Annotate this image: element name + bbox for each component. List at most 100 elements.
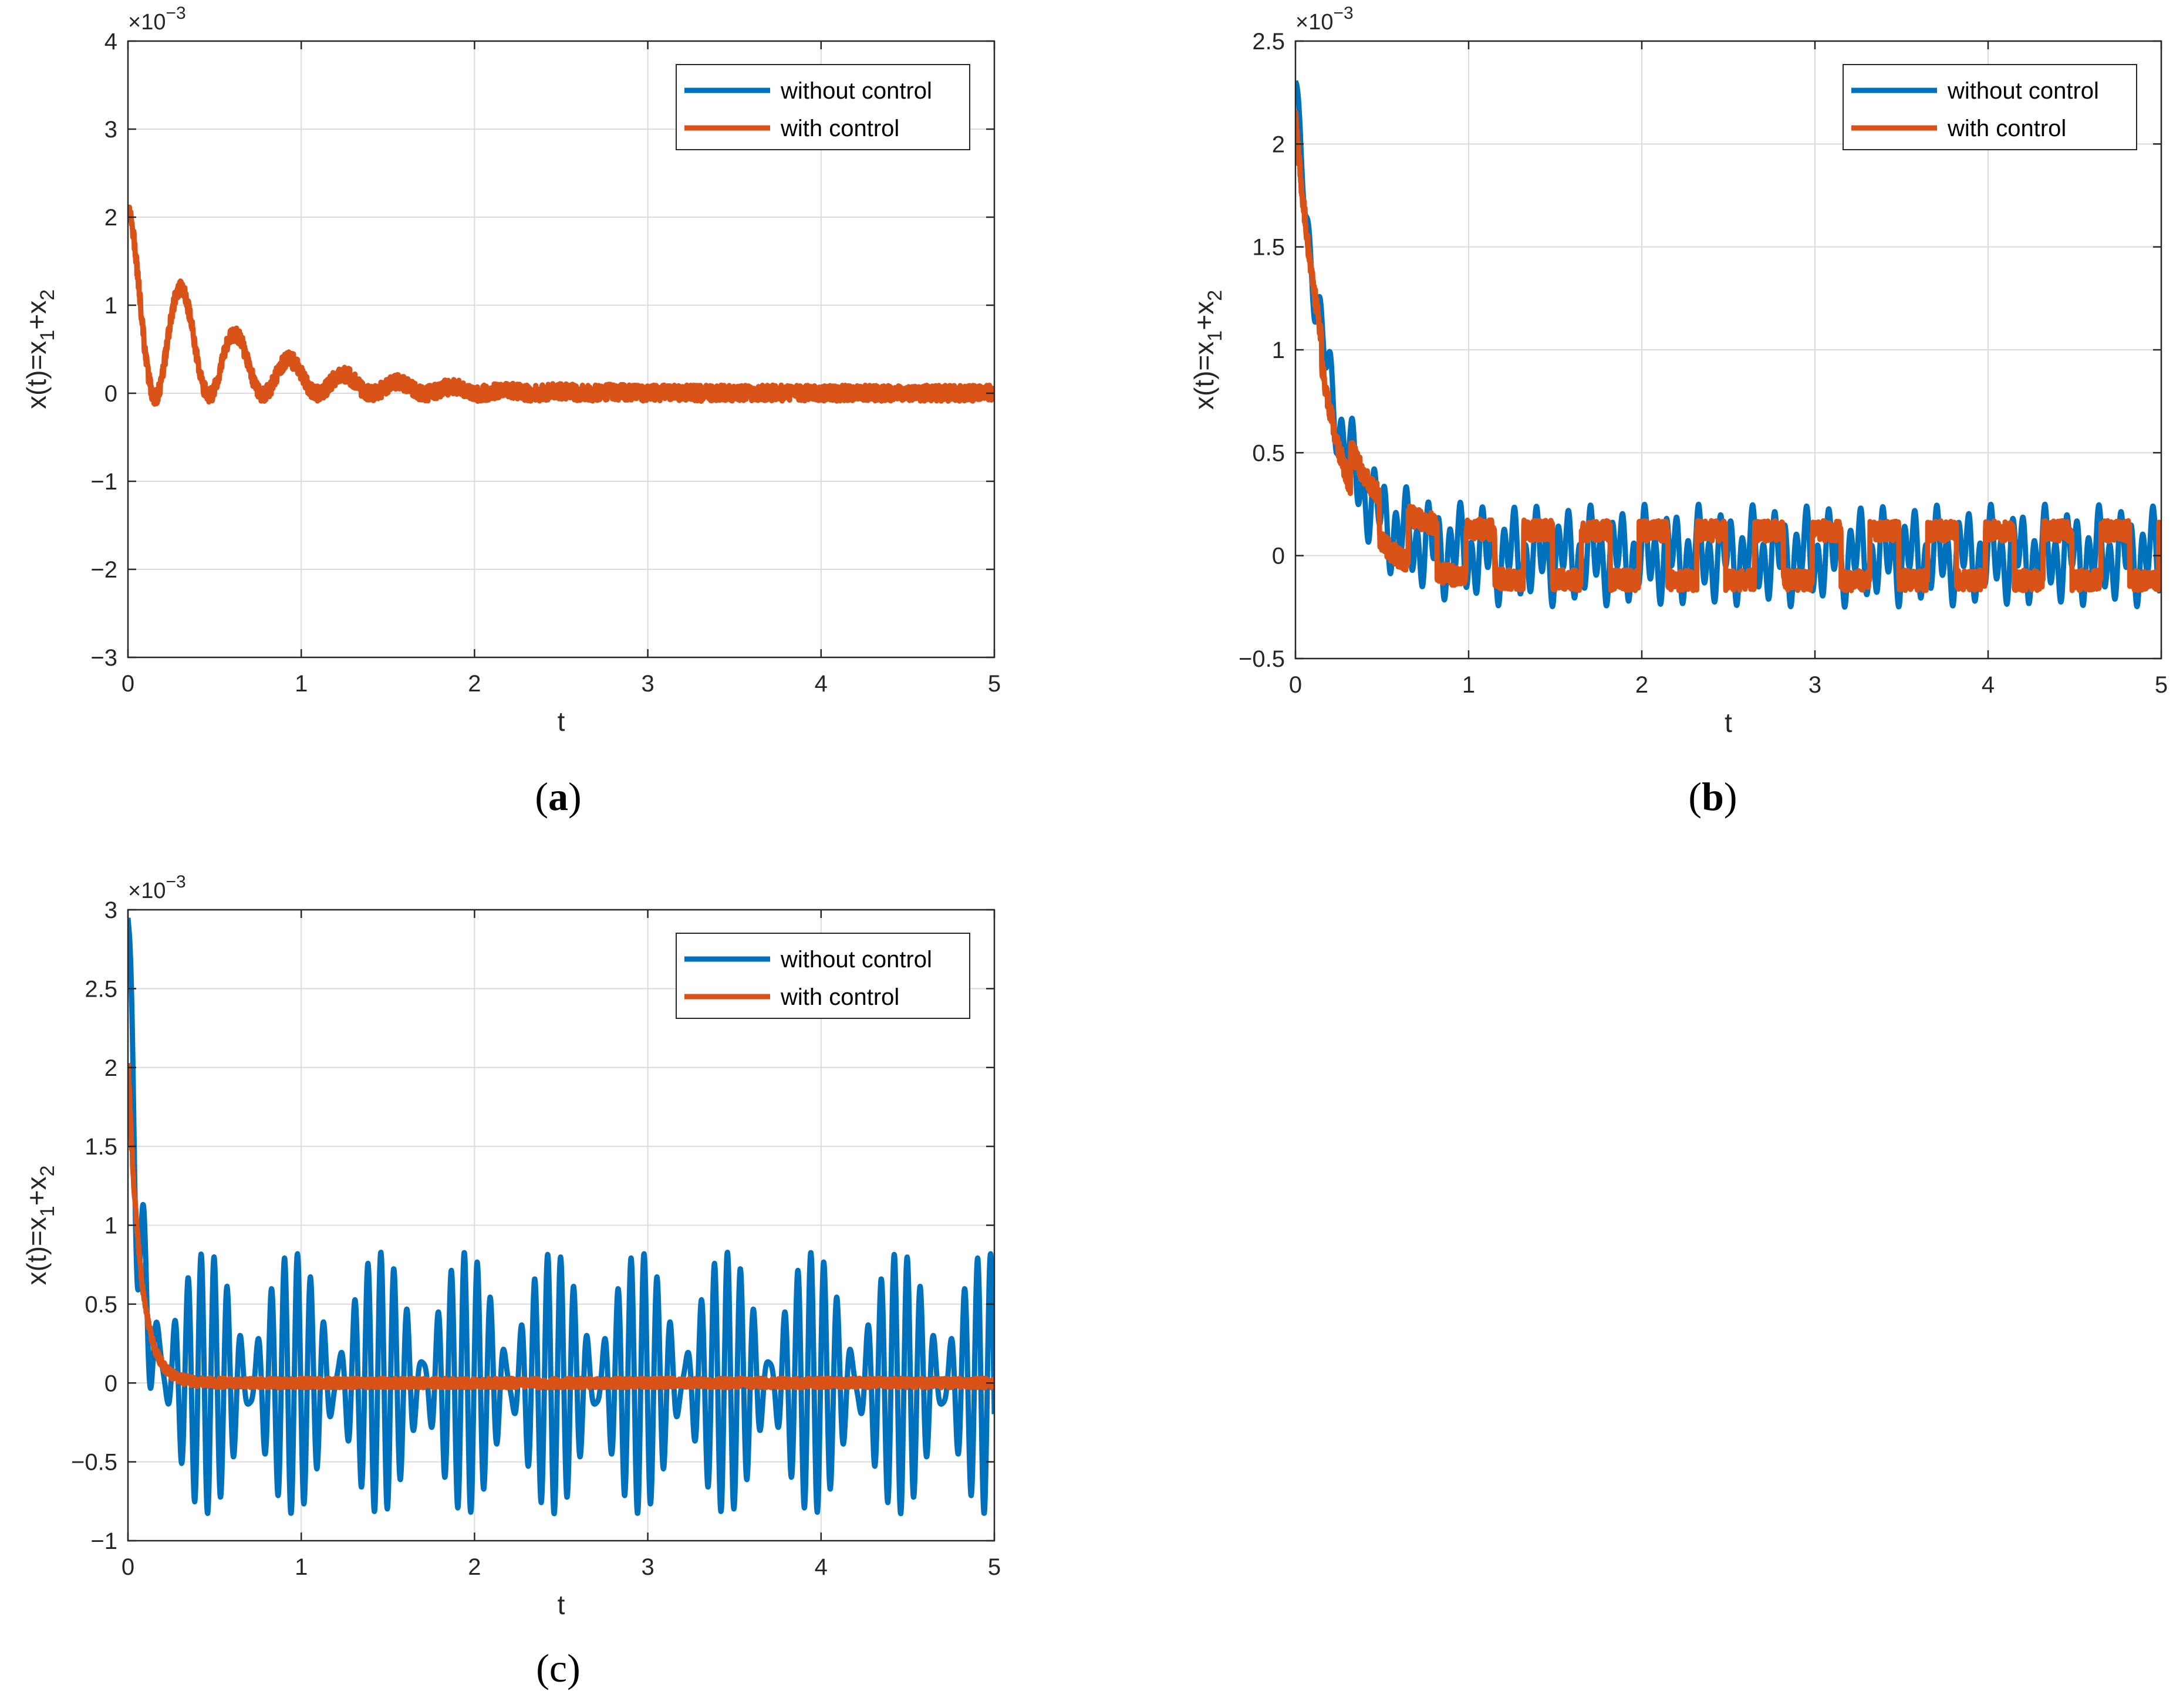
x-tick-label: 1	[1462, 672, 1475, 698]
caption-label: c	[549, 1646, 567, 1690]
x-axis-label: t	[558, 706, 565, 737]
x-tick-label: 2	[468, 1554, 481, 1580]
legend-label: without control	[780, 947, 932, 973]
y-tick-label: −1	[90, 1528, 117, 1554]
y-tick-label: −0.5	[71, 1450, 117, 1476]
x-tick-label: 2	[468, 671, 481, 697]
x-tick-label: 0	[1289, 672, 1302, 698]
caption-paren-close: )	[567, 1646, 581, 1690]
x-tick-label: 1	[295, 671, 308, 697]
legend: without control with control	[676, 64, 970, 150]
caption-paren-close: )	[568, 774, 582, 819]
legend: without control with control	[676, 933, 970, 1019]
x-tick-label: 5	[988, 671, 1001, 697]
y-tick-label: 2.5	[1252, 29, 1285, 55]
y-axis-label-part: +x	[21, 1176, 52, 1206]
caption-paren-open: (	[536, 1646, 549, 1690]
y-tick-label: 0.5	[1252, 440, 1285, 466]
y-tick-label: 1	[1272, 337, 1285, 363]
legend-box	[1843, 64, 2137, 150]
y-axis-label-part: 1	[36, 1206, 59, 1217]
series-with-control-line	[1295, 110, 2161, 593]
y-tick-label: 4	[104, 29, 117, 55]
exponent-label: ×10−3	[128, 4, 186, 35]
x-tick-label: 3	[641, 671, 654, 697]
y-axis-label-part: 2	[36, 1166, 59, 1177]
legend-label: with control	[780, 984, 899, 1010]
y-axis-label-part: 1	[36, 330, 59, 341]
x-tick-label: 4	[815, 671, 828, 697]
y-tick-label: 1	[104, 293, 117, 319]
y-axis-label-part: x(t)=x	[1189, 342, 1219, 410]
x-tick-label: 2	[1635, 672, 1648, 698]
exponent-label: ×10−3	[1295, 4, 1354, 35]
legend-box	[676, 64, 970, 150]
x-tick-label: 3	[641, 1554, 654, 1580]
chart-c: 0 1 2 3 4 5−1−0.500.511.522.53×10−3tx(t)=x1+x…	[21, 872, 1001, 1690]
y-tick-label: 0	[104, 1371, 117, 1396]
exponent-base: ×10	[128, 10, 166, 35]
exponent-power: −3	[1333, 4, 1353, 23]
y-axis-label-part: 2	[36, 289, 59, 301]
x-tick-label: 4	[1982, 672, 1995, 698]
y-tick-label: 1.5	[1252, 235, 1285, 261]
series-without-control-line	[1295, 79, 2161, 610]
y-axis-label-part: +x	[21, 301, 52, 330]
exponent-power: −3	[166, 4, 185, 23]
series-with-control-line	[128, 204, 994, 407]
y-tick-label: 1	[104, 1213, 117, 1239]
y-tick-label: 0	[1272, 544, 1285, 569]
series-with-control-line	[128, 1062, 994, 1390]
series-without-control-line	[128, 917, 994, 1517]
legend-label: with control	[780, 116, 899, 141]
caption-label: a	[548, 774, 568, 819]
legend-label: without control	[1947, 78, 2099, 104]
chart-b: 0 1 2 3 4 5−0.500.511.522.5×10−3tx(t)=x1+x2wi…	[1189, 4, 2168, 819]
exponent-label: ×10−3	[128, 872, 186, 903]
x-tick-label: 0	[122, 1554, 134, 1580]
y-axis-label: x(t)=x1+x2	[21, 289, 59, 409]
x-tick-label: 5	[2155, 672, 2168, 698]
y-axis-label-part: x(t)=x	[21, 341, 52, 409]
y-tick-label: 3	[104, 897, 117, 923]
caption-label: b	[1702, 774, 1724, 819]
chart-a: 0 1 2 3 4 5−3−2−101234×10−3tx(t)=x1+x2without…	[21, 4, 1001, 819]
caption-paren-open: (	[535, 774, 548, 819]
y-axis-label-part: x(t)=x	[21, 1217, 52, 1285]
y-tick-label: −1	[90, 469, 117, 495]
y-tick-label: −0.5	[1239, 646, 1285, 672]
y-axis-label: x(t)=x1+x2	[1189, 290, 1226, 410]
x-axis-label: t	[1725, 707, 1732, 738]
x-tick-label: 5	[988, 1554, 1001, 1580]
legend-label: without control	[780, 78, 932, 104]
legend-label: with control	[1947, 116, 2066, 141]
exponent-base: ×10	[1295, 10, 1333, 35]
caption: (b)	[1688, 774, 1737, 819]
y-tick-label: 3	[104, 117, 117, 143]
legend: without control with control	[1843, 64, 2137, 150]
y-tick-label: 0	[104, 381, 117, 407]
x-tick-label: 4	[815, 1554, 828, 1580]
legend-box	[676, 933, 970, 1019]
y-tick-label: 1.5	[85, 1134, 117, 1160]
caption: (a)	[535, 774, 581, 819]
y-tick-label: 2	[1272, 131, 1285, 157]
caption-paren-close: )	[1724, 774, 1737, 819]
x-tick-label: 1	[295, 1554, 308, 1580]
y-tick-label: −2	[90, 557, 117, 583]
y-axis-label-part: +x	[1189, 301, 1219, 330]
caption: (c)	[536, 1646, 581, 1690]
y-tick-label: 0.5	[85, 1292, 117, 1318]
y-axis-label-part: 1	[1204, 330, 1226, 342]
x-axis-label: t	[558, 1589, 565, 1620]
x-tick-label: 0	[122, 671, 134, 697]
exponent-power: −3	[166, 872, 185, 892]
y-axis-label: x(t)=x1+x2	[21, 1166, 59, 1285]
y-axis-label-part: 2	[1204, 290, 1226, 301]
exponent-base: ×10	[128, 879, 166, 903]
axes-frame	[127, 40, 996, 659]
y-tick-label: 2	[104, 205, 117, 231]
y-tick-label: 2	[104, 1055, 117, 1081]
caption-paren-open: (	[1688, 774, 1702, 819]
